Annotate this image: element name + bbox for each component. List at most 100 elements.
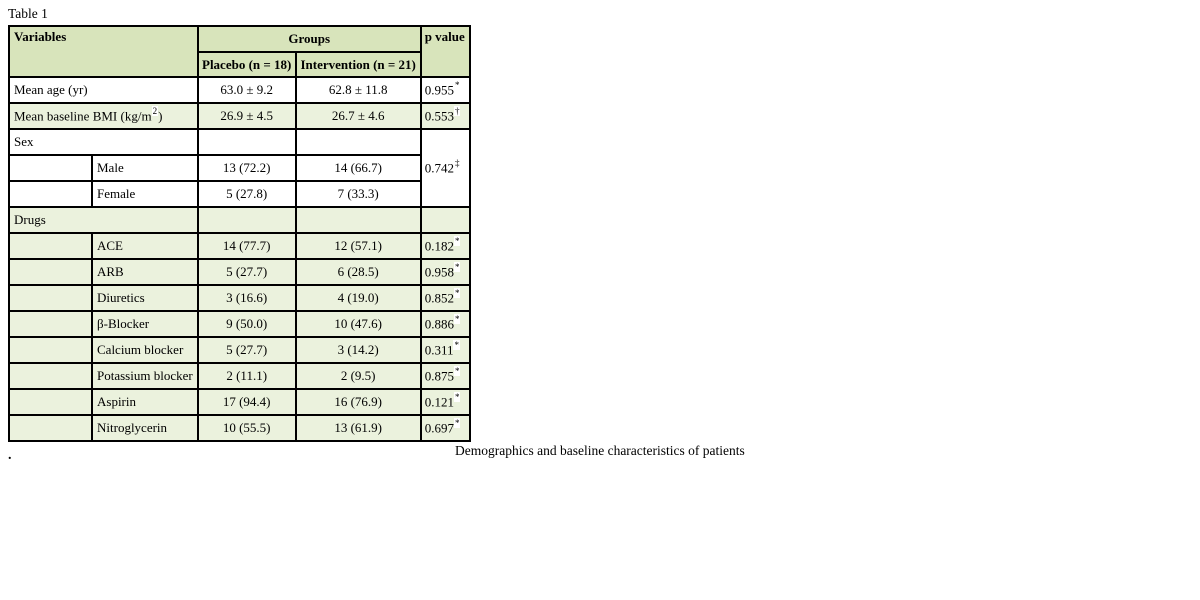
placebo-value: 5 (27.7) — [226, 264, 268, 279]
pvalue-superscript: * — [453, 339, 460, 350]
intervention-value-cell: 6 (28.5) — [294, 258, 422, 286]
placebo-value-cell: 63.0 ± 9.2 — [196, 76, 297, 104]
indent-cell — [8, 232, 93, 260]
intervention-value-cell: 12 (57.1) — [294, 232, 422, 260]
row-label-cell: Nitroglycerin — [91, 414, 199, 442]
intervention-value: 26.7 ± 4.6 — [331, 108, 385, 123]
row-label-prefix: Mean baseline BMI (kg/m — [14, 108, 152, 124]
col-header-variables: Variables — [8, 25, 199, 78]
placebo-value-cell: 26.9 ± 4.5 — [196, 102, 297, 130]
indent-cell — [8, 258, 93, 286]
placebo-value-cell — [196, 128, 297, 156]
intervention-value-cell — [294, 206, 422, 234]
row-label-cell: Drugs — [8, 206, 199, 234]
pvalue-superscript: * — [453, 287, 461, 298]
placebo-value: 26.9 ± 4.5 — [220, 108, 273, 123]
row-label: Nitroglycerin — [97, 420, 168, 435]
row-label-cell: Female — [91, 180, 199, 208]
row-label: Calcium blocker — [97, 342, 184, 357]
intervention-value-cell: 13 (61.9) — [294, 414, 422, 442]
intervention-value: 16 (76.9) — [334, 394, 383, 409]
pvalue-superscript: * — [453, 391, 461, 402]
table-row: ARB 5 (27.7) 6 (28.5) 0.958* — [8, 258, 471, 286]
table-row: Drugs — [8, 206, 471, 234]
intervention-value-cell: 14 (66.7) — [294, 154, 422, 182]
intervention-value-cell: 62.8 ± 11.8 — [294, 76, 422, 104]
table-row: Aspirin 17 (94.4) 16 (76.9) 0.121* — [8, 388, 471, 416]
header-row-sub: Placebo (n = 18) Intervention (n = 21) — [9, 51, 470, 78]
row-label: Mean age (yr) — [14, 82, 88, 97]
demographics-table-wrapper: Variables Groups p value Placebo (n = 18… — [8, 25, 471, 442]
placebo-value-cell: 14 (77.7) — [196, 232, 297, 260]
table-row: Female 5 (27.8) 7 (33.3) — [8, 180, 470, 208]
indent-cell — [8, 362, 93, 390]
pvalue-superscript: * — [453, 417, 461, 428]
table-caption: Demographics and baseline characteristic… — [455, 443, 745, 458]
pvalue-cell: 0.886* — [419, 310, 471, 338]
placebo-value: 63.0 ± 9.2 — [220, 82, 273, 97]
pvalue: 0.182 — [424, 238, 454, 254]
pvalue-cell: 0.182* — [419, 232, 471, 260]
placebo-value: 17 (94.4) — [222, 394, 271, 409]
intervention-value-cell: 10 (47.6) — [294, 310, 422, 338]
pvalue-cell: 0.958* — [419, 258, 471, 286]
table-row: β-Blocker 9 (50.0) 10 (47.6) 0.886* — [8, 310, 471, 338]
row-label-cell: ACE — [91, 232, 199, 260]
row-label-suffix: ) — [158, 108, 163, 124]
row-label-cell: ARB — [91, 258, 199, 286]
placebo-value-cell — [196, 206, 297, 234]
row-label: Male — [97, 160, 124, 175]
pvalue: 0.958 — [424, 264, 454, 280]
table-row: Sex 0.742‡ — [8, 128, 471, 208]
pvalue-cell: 0.697* — [419, 414, 471, 442]
placebo-value-cell: 13 (72.2) — [196, 154, 297, 182]
placebo-value: 9 (50.0) — [226, 316, 268, 331]
placebo-value-cell: 5 (27.7) — [196, 336, 297, 364]
row-label-cell: Mean age (yr) — [8, 76, 199, 104]
col-header-placebo: Placebo (n = 18) — [196, 51, 297, 78]
placebo-value-cell: 9 (50.0) — [196, 310, 297, 338]
pvalue-cell: 0.121* — [419, 388, 471, 416]
intervention-value: 12 (57.1) — [334, 238, 383, 253]
col-header-pvalue: p value — [419, 25, 471, 78]
col-header-intervention: Intervention (n = 21) — [294, 51, 422, 78]
row-label-superscript: 2 — [151, 105, 159, 116]
row-label-cell: Sex — [8, 128, 199, 156]
indent-cell — [8, 336, 93, 364]
table-row: Mean age (yr) 63.0 ± 9.2 62.8 ± 11.8 0.955* — [8, 76, 471, 104]
header-row-top: Variables Groups p value — [8, 25, 471, 78]
row-label-cell: Mean baseline BMI (kg/m2) — [8, 102, 199, 130]
intervention-value: 13 (61.9) — [334, 420, 383, 435]
row-label: ARB — [97, 264, 124, 279]
table-body: Mean age (yr) 63.0 ± 9.2 62.8 ± 11.8 0.955*… — [8, 76, 471, 442]
table-row: Nitroglycerin 10 (55.5) 13 (61.9) 0.697* — [8, 414, 471, 442]
placebo-value-cell: 3 (16.6) — [196, 284, 297, 312]
placebo-value: 14 (77.7) — [222, 238, 271, 253]
table-row: Male 13 (72.2) 14 (66.7) — [8, 154, 470, 182]
row-label-cell: Diuretics — [91, 284, 199, 312]
pvalue-superscript: * — [453, 79, 461, 90]
intervention-value-cell: 2 (9.5) — [294, 362, 422, 390]
placebo-value-cell: 5 (27.8) — [196, 180, 297, 208]
indent-cell — [8, 154, 93, 182]
intervention-value: 6 (28.5) — [337, 264, 379, 279]
table-row: Mean baseline BMI (kg/m2) 26.9 ± 4.5 26.7 … — [8, 102, 471, 130]
intervention-value: 2 (9.5) — [340, 368, 376, 383]
intervention-value: 4 (19.0) — [337, 290, 379, 305]
pvalue: 0.553 — [424, 108, 454, 124]
row-label: Drugs — [14, 212, 46, 227]
pvalue: 0.121 — [424, 394, 454, 410]
indent-cell — [8, 310, 93, 338]
pvalue-superscript: † — [453, 105, 461, 116]
table-title: Table 1 — [8, 6, 48, 21]
row-label-cell: Male — [91, 154, 199, 182]
row-label-cell: Calcium blocker — [91, 336, 199, 364]
pvalue-cell: 0.875* — [419, 362, 471, 390]
intervention-value-cell: 3 (14.2) — [294, 336, 422, 364]
intervention-value-cell: 16 (76.9) — [294, 388, 422, 416]
demographics-table: Variables Groups p value Placebo (n = 18… — [8, 25, 471, 442]
intervention-value: 10 (47.6) — [334, 316, 383, 331]
pvalue-superscript: * — [453, 235, 461, 246]
placebo-value-cell: 10 (55.5) — [196, 414, 297, 442]
pvalue-superscript: * — [453, 365, 461, 376]
